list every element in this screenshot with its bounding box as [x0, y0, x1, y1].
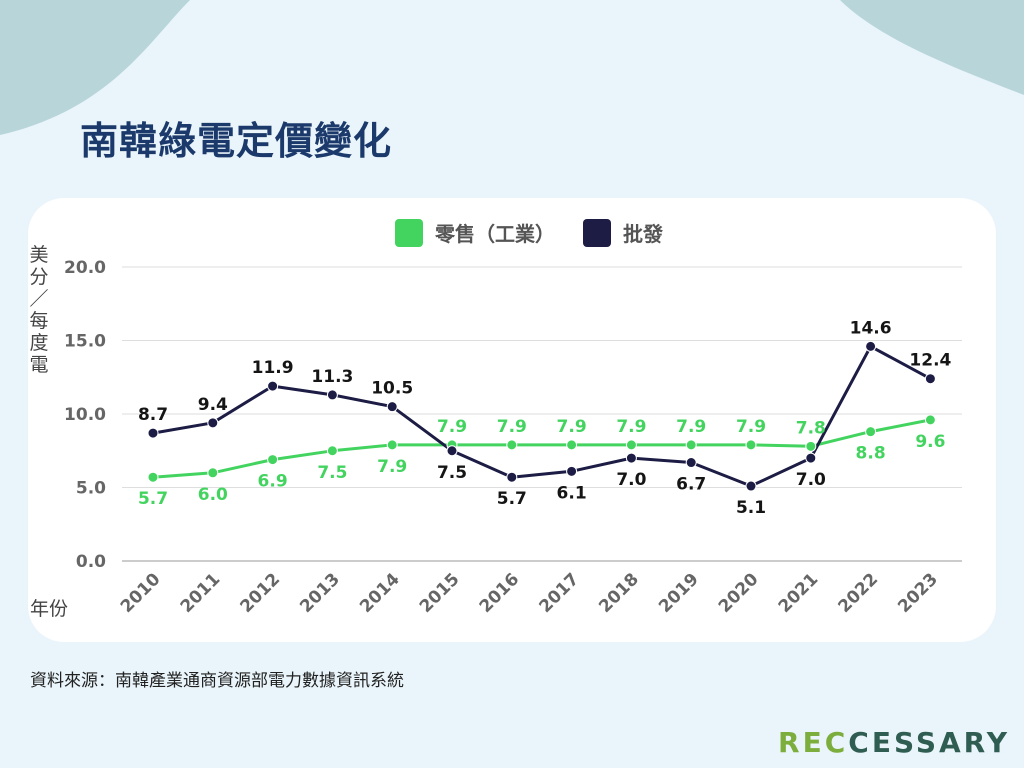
data-point [386, 401, 398, 413]
data-label: 7.0 [616, 470, 646, 490]
data-point [924, 373, 936, 385]
data-label: 7.9 [557, 417, 587, 437]
data-label: 5.7 [138, 489, 168, 509]
chart-card [28, 198, 996, 642]
x-tick-label: 2016 [476, 569, 524, 617]
data-label: 12.4 [909, 351, 951, 371]
y-tick-label: 0.0 [76, 552, 106, 572]
data-point [625, 452, 637, 464]
data-point [805, 440, 817, 452]
x-tick-label: 2015 [416, 569, 464, 617]
data-label: 7.5 [437, 463, 467, 483]
data-point [267, 380, 279, 392]
y-tick-label: 20.0 [64, 258, 106, 278]
data-label: 7.8 [796, 418, 826, 438]
x-tick-label: 2021 [775, 569, 823, 617]
series-line-0 [152, 418, 931, 479]
x-tick-label: 2020 [715, 569, 763, 617]
x-tick-label: 2019 [655, 569, 703, 617]
data-point [386, 439, 398, 451]
data-label: 6.7 [676, 475, 706, 495]
x-tick-label: 2012 [237, 569, 285, 617]
data-label: 11.9 [252, 358, 294, 378]
y-axis-label: 美分／每度電 [29, 244, 49, 376]
x-tick-label: 2014 [356, 569, 404, 617]
x-tick-label: 2023 [894, 569, 942, 617]
data-point [326, 445, 338, 457]
data-point [506, 471, 518, 483]
data-point [566, 439, 578, 451]
data-point [147, 427, 159, 439]
legend-swatch-retail [395, 218, 423, 247]
x-tick-label: 2010 [117, 569, 165, 617]
data-label: 8.8 [856, 444, 886, 464]
data-point [147, 471, 159, 483]
data-point [267, 454, 279, 466]
data-point [326, 389, 338, 401]
data-label: 7.9 [497, 417, 527, 437]
legend-item-retail: 零售（工業） [395, 218, 555, 247]
data-label: 9.4 [198, 395, 228, 415]
legend-label-retail: 零售（工業） [435, 222, 555, 246]
chart-legend: 零售（工業） 批發 [395, 218, 691, 247]
data-label: 9.6 [915, 432, 945, 452]
data-label: 7.5 [317, 463, 347, 483]
brand-logo: RECCESSARY [778, 726, 1010, 759]
data-label: 10.5 [371, 379, 413, 399]
data-point [865, 426, 877, 438]
data-point [566, 465, 578, 477]
data-point [745, 439, 757, 451]
data-label: 7.9 [676, 417, 706, 437]
x-tick-label: 2022 [835, 569, 883, 617]
data-point [207, 467, 219, 479]
data-label: 7.9 [437, 417, 467, 437]
data-point [685, 439, 697, 451]
data-point [207, 417, 219, 429]
x-axis-label: 年份 [30, 598, 69, 620]
y-tick-label: 15.0 [64, 332, 106, 352]
data-label: 7.9 [616, 417, 646, 437]
legend-label-wholesale: 批發 [623, 222, 663, 246]
data-point [446, 445, 458, 457]
data-label: 7.9 [377, 457, 407, 477]
page-title: 南韓綠電定價變化 [80, 119, 393, 163]
data-label: 6.1 [557, 483, 587, 503]
source-note: 資料來源：南韓產業通商資源部電力數據資訊系統 [30, 671, 404, 691]
data-point [625, 439, 637, 451]
x-tick-label: 2017 [536, 569, 584, 617]
legend-item-wholesale: 批發 [583, 218, 663, 247]
x-tick-label: 2013 [296, 569, 344, 617]
data-point [506, 439, 518, 451]
data-point [924, 414, 936, 426]
data-label: 8.7 [138, 405, 168, 425]
data-point [805, 452, 817, 464]
decorative-background-shape [0, 0, 1024, 135]
data-label: 5.1 [736, 498, 766, 518]
data-point [745, 480, 757, 492]
data-point [685, 457, 697, 469]
data-label: 7.9 [736, 417, 766, 437]
legend-swatch-wholesale [583, 218, 611, 247]
series-line-1 [152, 344, 932, 488]
y-tick-label: 5.0 [76, 479, 106, 499]
data-label: 6.9 [258, 472, 288, 492]
data-label: 5.7 [497, 489, 527, 509]
data-label: 14.6 [850, 318, 892, 338]
x-tick-label: 2011 [177, 569, 225, 617]
data-label: 6.0 [198, 485, 228, 505]
data-label: 11.3 [311, 367, 353, 387]
data-point [865, 340, 877, 352]
data-label: 7.0 [796, 470, 826, 490]
y-tick-label: 10.0 [64, 405, 106, 425]
x-tick-label: 2018 [595, 569, 643, 617]
